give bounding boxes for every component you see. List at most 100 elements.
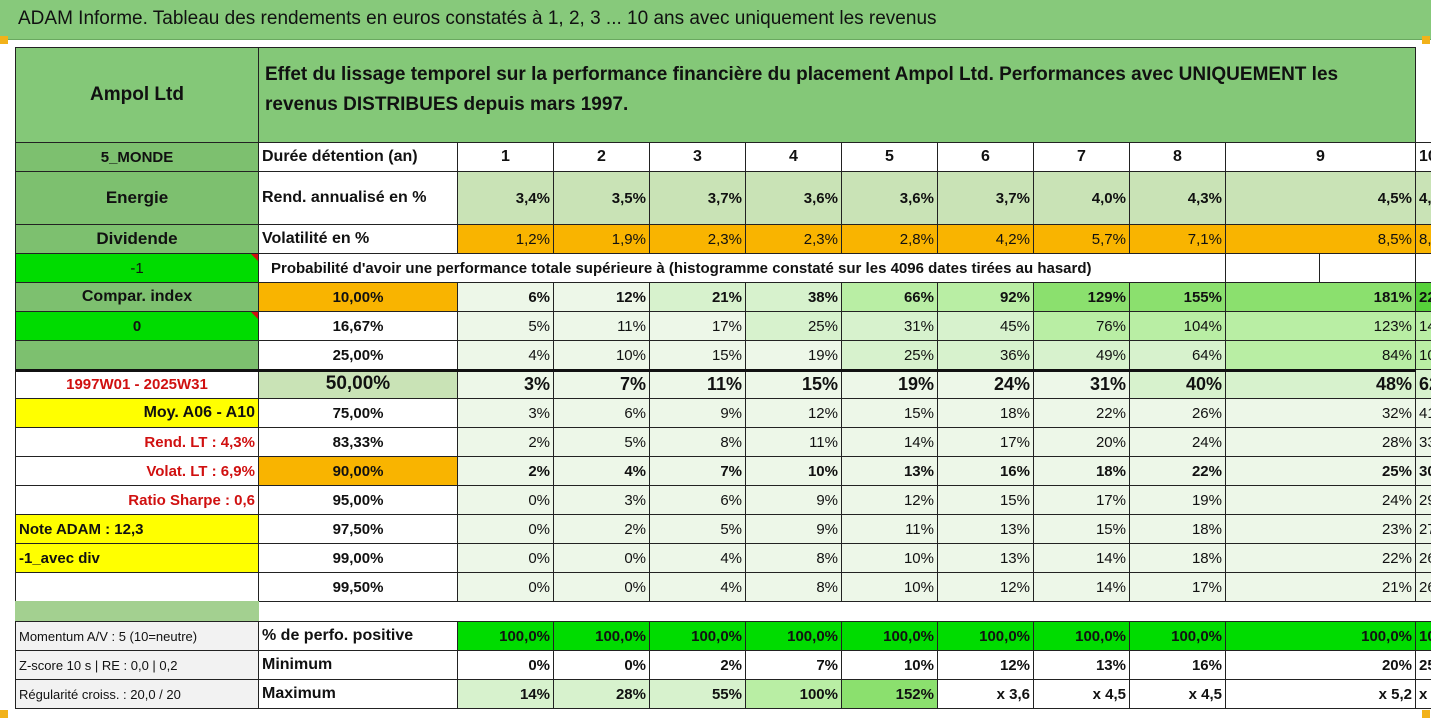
volat-value: 8,5% (1225, 224, 1416, 254)
percentile-value: 19% (745, 340, 842, 370)
percentile-value: 6% (553, 398, 650, 428)
percentile-value: 16% (937, 456, 1034, 486)
note-adam-label: Note ADAM : 12,3 (15, 514, 259, 544)
percentile-value: 17% (1129, 572, 1226, 602)
percentile-value: 123% (1225, 311, 1416, 341)
percentile-label: 99,00% (258, 543, 458, 573)
region-label: 5_MONDE (15, 142, 259, 172)
percentile-value: 9% (649, 398, 746, 428)
percentile-value: 21% (1225, 572, 1416, 602)
percentile-value: 3% (553, 485, 650, 515)
volat-label: Volatilité en % (258, 224, 458, 254)
rend-value: 4,5% (1225, 171, 1416, 225)
percentile-value: 4% (457, 340, 554, 370)
asset-name: Ampol Ltd (15, 47, 259, 143)
summary-value: 14% (457, 679, 554, 709)
volat-value: 7,1% (1129, 224, 1226, 254)
year-header: 2 (553, 142, 650, 172)
type-label: Dividende (15, 224, 259, 254)
rend-value: 3,7% (649, 171, 746, 225)
percentile-value: 24% (937, 369, 1034, 399)
percentile-value: 66% (841, 282, 938, 312)
percentile-value: 21% (649, 282, 746, 312)
percentile-value: 103% (1415, 340, 1431, 370)
summary-value: 25% (1415, 650, 1431, 680)
percentile-value: 24% (1129, 427, 1226, 457)
percentile-value: 12% (745, 398, 842, 428)
percentile-value: 26% (1129, 398, 1226, 428)
rend-value: 3,4% (457, 171, 554, 225)
moy-label: Moy. A06 - A10 (15, 398, 259, 428)
percentile-label: 97,50% (258, 514, 458, 544)
percentile-value: 13% (937, 543, 1034, 573)
percentile-value: 9% (745, 485, 842, 515)
percentile-value: 2% (457, 427, 554, 457)
percentile-value: 4% (649, 543, 746, 573)
corner-marker (1422, 36, 1430, 44)
percentile-value: 11% (841, 514, 938, 544)
year-header: 9 (1225, 142, 1416, 172)
summary-value: 12% (937, 650, 1034, 680)
year-header: 5 (841, 142, 938, 172)
volat-value: 2,3% (745, 224, 842, 254)
percentile-value: 92% (937, 282, 1034, 312)
percentile-value: 104% (1129, 311, 1226, 341)
percentile-value: 17% (1033, 485, 1130, 515)
percentile-value: 10% (841, 572, 938, 602)
minimum-label: Minimum (258, 650, 458, 680)
summary-value: x 5,2 (1225, 679, 1416, 709)
percentile-value: 15% (1033, 514, 1130, 544)
percentile-value: 8% (649, 427, 746, 457)
summary-value: 100,0% (1415, 621, 1431, 651)
summary-value: 55% (649, 679, 746, 709)
empty-cell (1225, 253, 1320, 283)
percentile-value: 12% (937, 572, 1034, 602)
percentile-value: 0% (457, 485, 554, 515)
percentile-value: 20% (1033, 427, 1130, 457)
momentum-label: Momentum A/V : 5 (10=neutre) (15, 621, 259, 651)
rend-value: 3,7% (937, 171, 1034, 225)
percentile-value: 31% (1033, 369, 1130, 399)
volat-value: 2,8% (841, 224, 938, 254)
percentile-value: 220% (1415, 282, 1431, 312)
summary-value: 7% (745, 650, 842, 680)
summary-value: 100,0% (1129, 621, 1226, 651)
percentile-value: 14% (1033, 543, 1130, 573)
summary-value: 100,0% (553, 621, 650, 651)
summary-value: 16% (1129, 650, 1226, 680)
percentile-value: 12% (553, 282, 650, 312)
summary-value: 100,0% (937, 621, 1034, 651)
year-header: 10 (1415, 142, 1431, 172)
percentile-value: 11% (649, 369, 746, 399)
summary-value: 13% (1033, 650, 1130, 680)
percentile-value: 0% (457, 572, 554, 602)
maximum-label: Maximum (258, 679, 458, 709)
positive-label: % de perfo. positive (258, 621, 458, 651)
percentile-value: 19% (1129, 485, 1226, 515)
percentile-value: 29% (1415, 485, 1431, 515)
percentile-value: 40% (1129, 369, 1226, 399)
percentile-value: 15% (649, 340, 746, 370)
percentile-value: 15% (745, 369, 842, 399)
header-description: Effet du lissage temporel sur la perform… (258, 47, 1416, 143)
percentile-label: 25,00% (258, 340, 458, 370)
percentile-label: 83,33% (258, 427, 458, 457)
avec-div-label: -1_avec div (15, 543, 259, 573)
percentile-value: 11% (745, 427, 842, 457)
percentile-value: 8% (745, 543, 842, 573)
sector-label: Energie (15, 171, 259, 225)
percentile-value: 26% (1415, 543, 1431, 573)
summary-value: 10% (841, 650, 938, 680)
percentile-value: 49% (1033, 340, 1130, 370)
summary-value: x 3,6 (937, 679, 1034, 709)
percentile-value: 13% (937, 514, 1034, 544)
percentile-value: 155% (1129, 282, 1226, 312)
percentile-value: 18% (1033, 456, 1130, 486)
percentile-value: 7% (553, 369, 650, 399)
percentile-value: 10% (745, 456, 842, 486)
year-header: 7 (1033, 142, 1130, 172)
percentile-value: 8% (745, 572, 842, 602)
percentile-value: 3% (457, 369, 554, 399)
summary-value: 28% (553, 679, 650, 709)
percentile-value: 0% (457, 514, 554, 544)
